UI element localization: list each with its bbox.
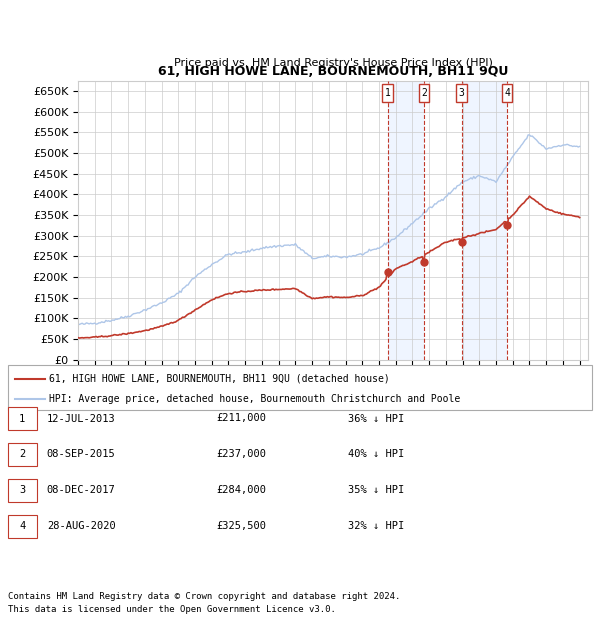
Text: £325,500: £325,500 (216, 521, 266, 531)
Text: 4: 4 (19, 521, 25, 531)
Text: 36% ↓ HPI: 36% ↓ HPI (348, 414, 404, 423)
Text: 3: 3 (19, 485, 25, 495)
Text: This data is licensed under the Open Government Licence v3.0.: This data is licensed under the Open Gov… (8, 604, 335, 614)
Text: £211,000: £211,000 (216, 414, 266, 423)
Bar (461, 81, 507, 360)
Text: 2: 2 (19, 450, 25, 459)
Text: 08-DEC-2017: 08-DEC-2017 (47, 485, 116, 495)
FancyBboxPatch shape (419, 84, 430, 102)
Text: Contains HM Land Registry data © Crown copyright and database right 2024.: Contains HM Land Registry data © Crown c… (8, 592, 400, 601)
Text: 12-JUL-2013: 12-JUL-2013 (47, 414, 116, 423)
Text: 61, HIGH HOWE LANE, BOURNEMOUTH, BH11 9QU (detached house): 61, HIGH HOWE LANE, BOURNEMOUTH, BH11 9Q… (49, 374, 390, 384)
FancyBboxPatch shape (382, 84, 393, 102)
Bar (388, 81, 424, 360)
FancyBboxPatch shape (456, 84, 467, 102)
Text: 1: 1 (385, 88, 391, 98)
Text: 32% ↓ HPI: 32% ↓ HPI (348, 521, 404, 531)
Text: £237,000: £237,000 (216, 450, 266, 459)
Text: 35% ↓ HPI: 35% ↓ HPI (348, 485, 404, 495)
Text: 4: 4 (504, 88, 510, 98)
Text: £284,000: £284,000 (216, 485, 266, 495)
FancyBboxPatch shape (502, 84, 512, 102)
Text: 28-AUG-2020: 28-AUG-2020 (47, 521, 116, 531)
Text: HPI: Average price, detached house, Bournemouth Christchurch and Poole: HPI: Average price, detached house, Bour… (49, 394, 460, 404)
Text: 3: 3 (458, 88, 464, 98)
Text: 1: 1 (19, 414, 25, 423)
Title: 61, HIGH HOWE LANE, BOURNEMOUTH, BH11 9QU: 61, HIGH HOWE LANE, BOURNEMOUTH, BH11 9Q… (158, 65, 508, 78)
Text: Price paid vs. HM Land Registry's House Price Index (HPI): Price paid vs. HM Land Registry's House … (173, 58, 493, 68)
Text: 2: 2 (421, 88, 427, 98)
Text: 40% ↓ HPI: 40% ↓ HPI (348, 450, 404, 459)
Text: 08-SEP-2015: 08-SEP-2015 (47, 450, 116, 459)
